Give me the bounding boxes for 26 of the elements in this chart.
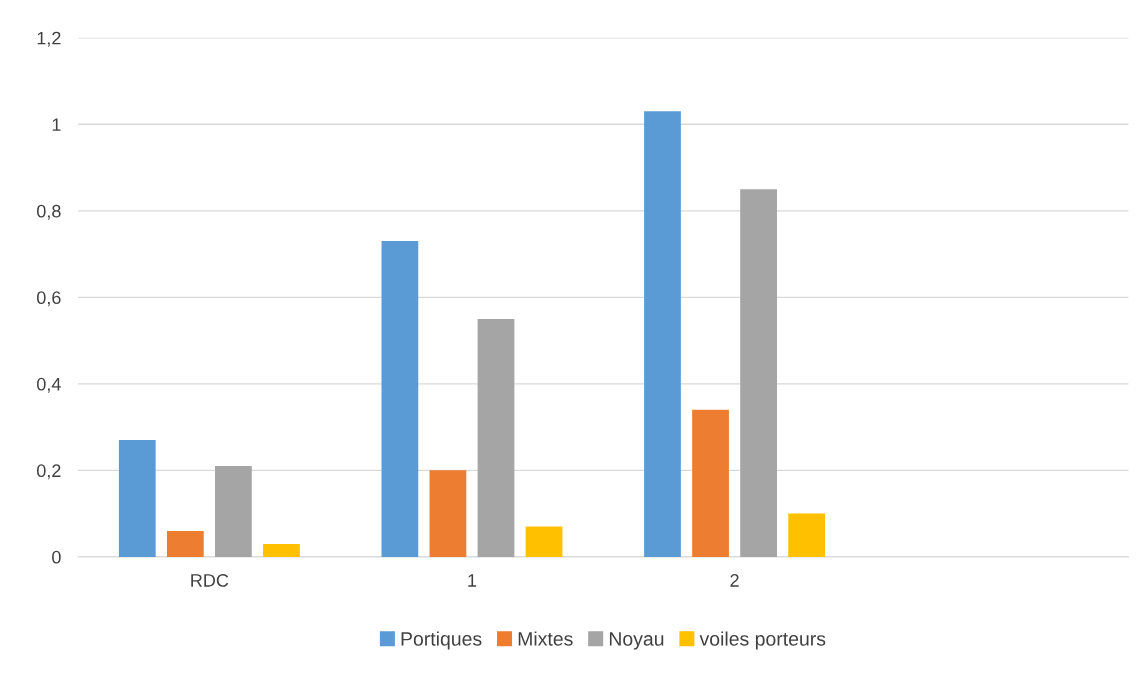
y-tick-label: 0,6 (37, 291, 61, 307)
y-tick-label: 0 (52, 550, 61, 564)
y-tick-label: 0,8 (37, 204, 61, 220)
bar (429, 470, 467, 557)
y-tick-label: 1,2 (37, 31, 61, 47)
y-tick-label: 1 (52, 118, 61, 131)
bar (477, 318, 515, 557)
legend-label: voiles porteurs (699, 631, 826, 650)
bar (118, 440, 156, 557)
y-tick-label: 0,4 (37, 377, 61, 393)
bar (215, 466, 252, 557)
x-tick-label: 2 (730, 574, 739, 587)
bar (381, 241, 419, 557)
bar (525, 526, 563, 557)
bar (692, 409, 729, 557)
bar (166, 530, 204, 557)
bar (740, 189, 777, 557)
legend-label: Portiques (401, 631, 482, 650)
x-tick-label: 1 (468, 574, 477, 587)
x-tick-label: RDC (191, 574, 229, 587)
bar (788, 513, 826, 557)
legend-label: Noyau (609, 632, 664, 650)
bar (263, 543, 300, 557)
bar (644, 111, 681, 557)
legend-label: Mixtes (518, 631, 573, 646)
y-tick-label: 0,2 (37, 464, 61, 480)
